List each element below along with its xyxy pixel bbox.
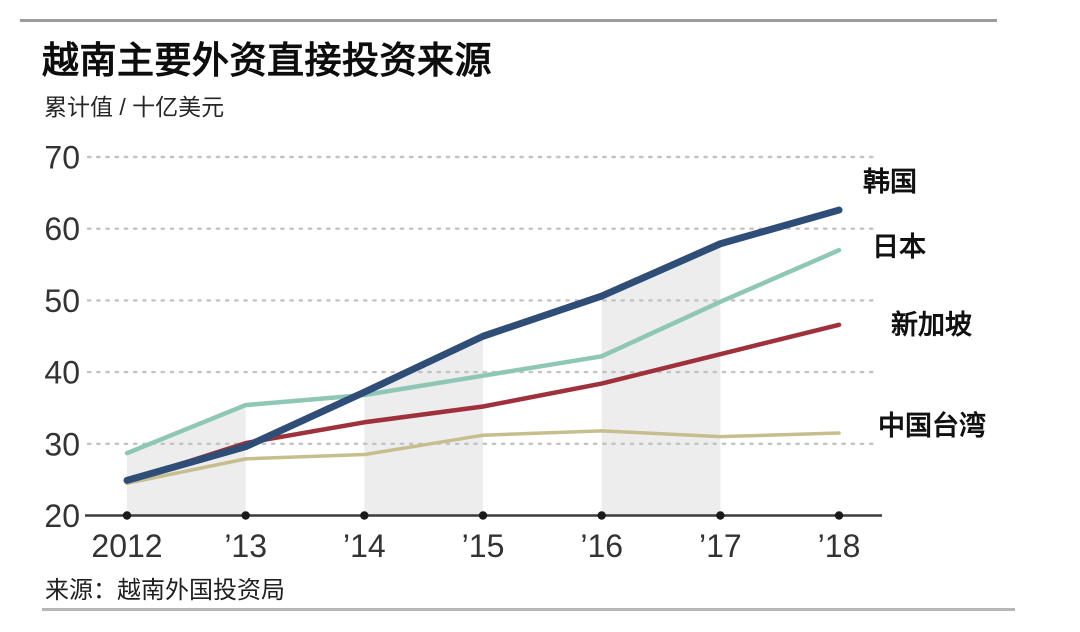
x-tick-label: ’16	[580, 528, 623, 564]
axis-tick-dot	[834, 511, 844, 520]
x-tick-label: ’15	[462, 528, 505, 564]
axis-tick-dot	[716, 511, 725, 520]
x-tick-label: 2012	[91, 528, 162, 564]
shaded-year-band	[601, 243, 721, 516]
x-tick-label: ’14	[343, 528, 386, 564]
y-tick-label: 50	[44, 283, 80, 319]
x-tick-label: ’13	[224, 528, 267, 564]
x-tick-label: ’17	[699, 528, 742, 564]
y-tick-label: 40	[44, 355, 80, 391]
legend-label-japan: 日本	[872, 232, 926, 262]
source-note: 来源：越南外国投资局	[45, 577, 285, 604]
series-line-韩国	[123, 206, 843, 484]
axis-tick-dot	[478, 511, 488, 520]
y-tick-label: 30	[44, 426, 80, 462]
top-divider	[20, 19, 997, 22]
chart-unit-label: 累计值 / 十亿美元	[44, 94, 225, 120]
axis-tick-dot	[241, 511, 250, 520]
axis-tick-dot	[360, 511, 369, 520]
legend-label-korea: 韩国	[863, 167, 917, 197]
legend-label-singapore: 新加坡	[891, 310, 972, 340]
chart-title: 越南主要外资直接投资来源	[42, 40, 492, 81]
legend-label-taiwan: 中国台湾	[878, 411, 986, 441]
y-tick-label: 70	[44, 140, 80, 176]
bottom-divider	[42, 608, 1015, 611]
x-tick-label: ’18	[818, 528, 861, 564]
series-line-日本	[124, 247, 842, 456]
y-tick-label: 60	[44, 211, 80, 247]
series-line-中国台湾	[125, 429, 841, 485]
axis-tick-dot	[122, 511, 132, 520]
y-tick-label: 20	[44, 498, 80, 534]
axis-tick-dot	[597, 511, 606, 520]
